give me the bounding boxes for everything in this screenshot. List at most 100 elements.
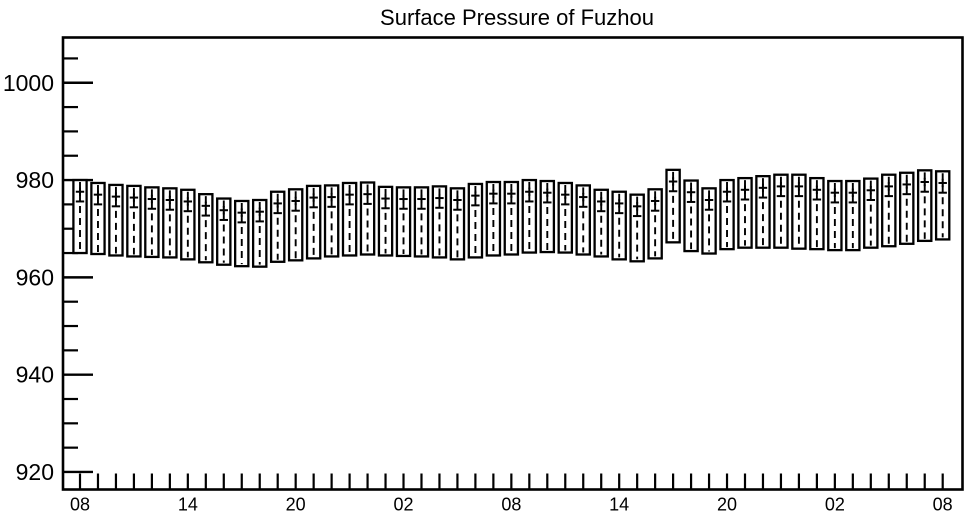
box-range-rect: [449, 187, 466, 261]
box-whisker-item: [269, 190, 286, 263]
box-whisker-item: [287, 188, 304, 262]
box-whisker-item: [180, 188, 196, 261]
box-range-rect: [575, 184, 591, 256]
box-whisker-item: [449, 187, 466, 261]
box-range-rect: [611, 190, 627, 261]
box-whisker-item: [251, 198, 268, 268]
y-tick-label: 960: [16, 264, 54, 290]
x-tick-label: 08: [501, 494, 521, 514]
box-range-rect: [503, 180, 520, 256]
y-tick-label: 940: [16, 362, 54, 388]
y-tick-label: 980: [16, 167, 54, 193]
box-range-rect: [216, 197, 232, 266]
box-range-rect: [341, 181, 358, 257]
box-whisker-item: [899, 171, 915, 245]
x-tick-label: 14: [609, 494, 629, 514]
box-whisker-item: [881, 173, 897, 248]
box-whisker-item: [305, 184, 322, 260]
box-whisker-item: [485, 180, 502, 257]
box-whisker-item: [701, 187, 717, 255]
box-whisker-item: [108, 183, 124, 257]
box-range-rect: [413, 186, 430, 258]
box-range-rect: [899, 171, 915, 245]
box-range-rect: [377, 185, 394, 257]
x-tick-label: 02: [825, 494, 845, 514]
box-whisker-item: [521, 178, 538, 254]
box-range-rect: [539, 179, 556, 254]
box-range-rect: [755, 175, 771, 249]
box-range-rect: [287, 188, 304, 262]
box-range-rect: [72, 178, 88, 255]
box-range-rect: [773, 173, 789, 249]
box-range-rect: [809, 176, 825, 251]
box-whisker-item: [863, 177, 879, 249]
box-whisker-item: [773, 173, 789, 249]
box-whisker-item: [144, 186, 160, 259]
x-tick-label: 20: [717, 494, 737, 514]
plot-frame: [61, 36, 964, 491]
box-range-rect: [90, 181, 106, 256]
y-axis: 920 940 960 980 1000: [3, 57, 93, 485]
box-whisker-item: [593, 188, 609, 258]
box-range-rect: [863, 177, 879, 249]
box-range-rect: [305, 184, 322, 260]
box-whisker-item: [503, 180, 520, 256]
box-whisker-item: [126, 184, 142, 258]
box-range-rect: [791, 173, 807, 250]
box-range-rect: [827, 179, 843, 252]
box-range-rect: [126, 184, 142, 258]
box-whisker-item: [719, 178, 735, 251]
box-whisker-item: [629, 193, 645, 263]
box-whisker-item: [90, 181, 106, 256]
box-range-rect: [647, 188, 663, 260]
y-tick-label: 1000: [3, 70, 54, 96]
x-tick-label: 02: [393, 494, 413, 514]
box-whisker-item: [845, 179, 861, 252]
box-whisker-item: [234, 199, 250, 268]
box-range-rect: [719, 178, 735, 251]
box-whisker-item: [467, 182, 484, 259]
x-tick-label: 20: [286, 494, 306, 514]
box-whisker-item: [934, 170, 951, 241]
box-range-rect: [521, 178, 538, 254]
box-whisker-item: [647, 188, 663, 260]
box-range-rect: [431, 185, 448, 259]
box-range-rect: [683, 179, 699, 253]
box-range-rect: [144, 186, 160, 259]
box-whisker-item: [737, 176, 753, 249]
box-range-rect: [485, 180, 502, 257]
box-range-rect: [359, 181, 376, 256]
box-whisker-item: [665, 168, 681, 244]
box-whisker-item: [72, 178, 88, 255]
chart-title: Surface Pressure of Fuzhou: [380, 5, 654, 30]
box-whisker-item: [431, 185, 448, 259]
box-whisker-item: [539, 179, 556, 254]
box-range-rect: [593, 188, 609, 258]
box-range-rect: [737, 176, 753, 249]
box-range-rect: [395, 186, 412, 258]
box-range-rect: [323, 184, 340, 258]
box-whisker-item: [557, 181, 574, 254]
y-tick-label: 920: [16, 459, 54, 485]
x-axis: 08 14 20 02 08 14 20 02 08: [70, 473, 953, 514]
box-range-rect: [198, 193, 214, 264]
box-range-rect: [629, 193, 645, 263]
box-range-rect: [162, 187, 178, 259]
box-whisker-item: [575, 184, 591, 256]
box-range-rect: [467, 182, 484, 259]
box-range-rect: [180, 188, 196, 261]
box-range-rect: [557, 181, 574, 254]
x-tick-label: 08: [933, 494, 953, 514]
box-range-rect: [916, 169, 933, 243]
box-range-rect: [845, 179, 861, 252]
box-whisker-item: [916, 169, 933, 243]
box-whisker-item: [395, 186, 412, 258]
box-range-rect: [269, 190, 286, 263]
box-range-rect: [251, 198, 268, 268]
box-whisker-item: [827, 179, 843, 252]
box-whisker-item: [809, 176, 825, 251]
box-range-rect: [881, 173, 897, 248]
plot-frame-border: [61, 36, 964, 491]
